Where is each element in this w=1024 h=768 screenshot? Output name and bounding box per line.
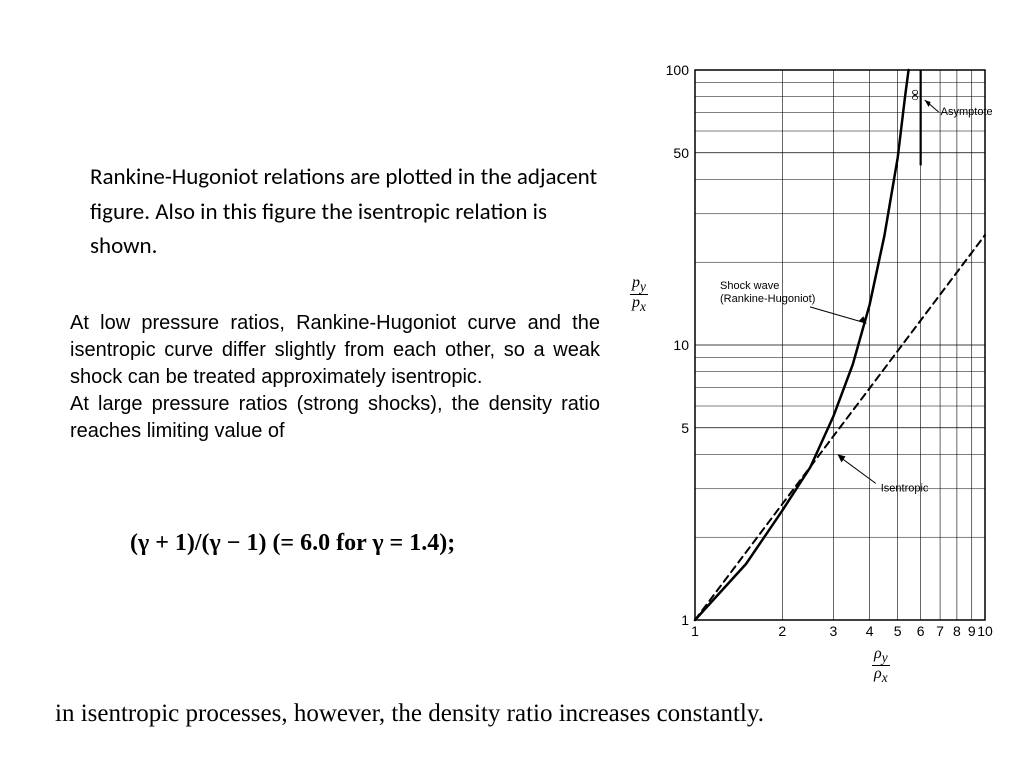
svg-text:Shock wave: Shock wave bbox=[720, 280, 779, 292]
svg-text:5: 5 bbox=[894, 623, 902, 639]
paragraph-bottom: in isentropic processes, however, the de… bbox=[55, 700, 764, 728]
svg-text:10: 10 bbox=[977, 623, 993, 639]
paragraph-intro: Rankine-Hugoniot relations are plotted i… bbox=[90, 160, 600, 264]
chart-svg: 12345678910151050100∞AsymptoteShock wave… bbox=[660, 50, 1000, 670]
svg-text:10: 10 bbox=[673, 337, 689, 353]
y-label-den: px bbox=[630, 295, 648, 314]
svg-text:8: 8 bbox=[953, 623, 961, 639]
svg-text:1: 1 bbox=[691, 623, 699, 639]
svg-text:5: 5 bbox=[681, 420, 689, 436]
svg-text:3: 3 bbox=[829, 623, 837, 639]
y-label-num: py bbox=[630, 275, 648, 295]
svg-text:50: 50 bbox=[673, 145, 689, 161]
svg-text:9: 9 bbox=[968, 623, 976, 639]
svg-text:(Rankine-Hugoniot): (Rankine-Hugoniot) bbox=[720, 293, 815, 305]
rankine-hugoniot-chart: 12345678910151050100∞AsymptoteShock wave… bbox=[660, 50, 1000, 670]
paragraph-2b: At large pressure ratios (strong shocks)… bbox=[70, 393, 600, 442]
svg-text:7: 7 bbox=[936, 623, 944, 639]
svg-text:4: 4 bbox=[866, 623, 874, 639]
svg-text:Isentropic: Isentropic bbox=[881, 482, 929, 494]
svg-text:1: 1 bbox=[681, 612, 689, 628]
svg-text:Asymptote: Asymptote bbox=[941, 106, 993, 118]
paragraph-body: At low pressure ratios, Rankine-Hugoniot… bbox=[70, 310, 600, 445]
equation: (γ + 1)/(γ − 1) (= 6.0 for γ = 1.4); bbox=[130, 530, 455, 557]
svg-text:6: 6 bbox=[917, 623, 925, 639]
svg-text:∞: ∞ bbox=[907, 89, 924, 100]
paragraph-2a: At low pressure ratios, Rankine-Hugoniot… bbox=[70, 312, 600, 388]
svg-text:2: 2 bbox=[778, 623, 786, 639]
y-axis-label: py px bbox=[630, 275, 648, 313]
svg-text:100: 100 bbox=[666, 62, 690, 78]
